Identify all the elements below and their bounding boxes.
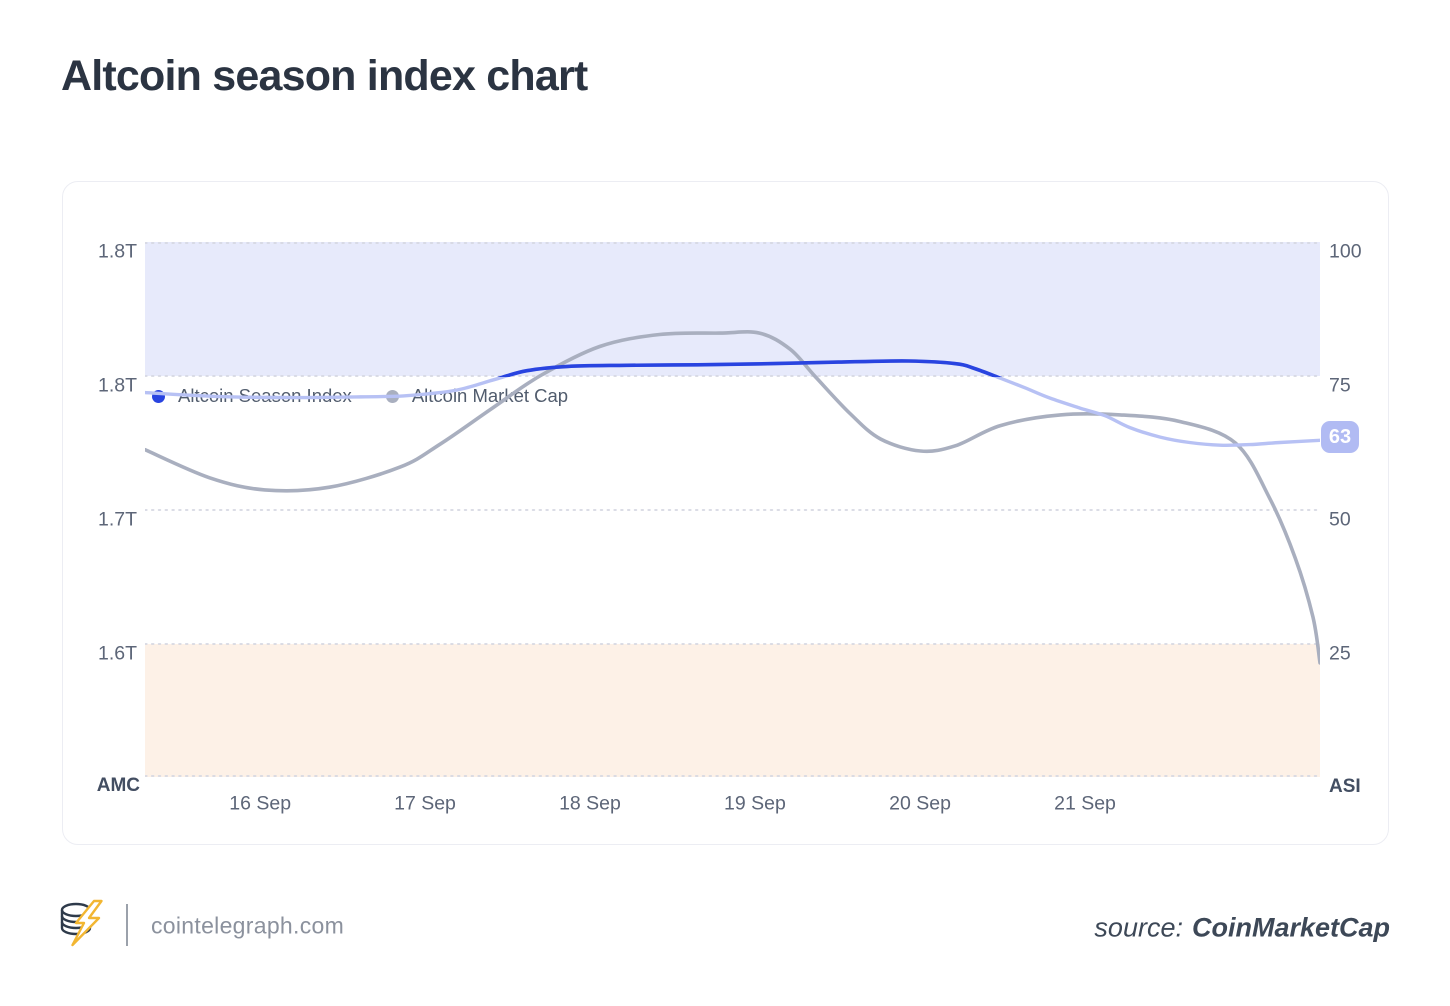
altcoin-season-index-line-active xyxy=(496,359,1003,377)
y-axis-left-tick: 1.7T xyxy=(97,508,137,531)
altcoin-season-band xyxy=(145,242,1320,376)
altcoin-market-cap-line xyxy=(143,330,1322,665)
lightning-bolt-icon xyxy=(71,899,103,947)
bitcoin-season-band xyxy=(145,644,1320,777)
brand-text: cointelegraph.com xyxy=(151,912,345,939)
x-axis-tick: 20 Sep xyxy=(889,792,951,815)
x-axis-tick: 21 Sep xyxy=(1054,792,1116,815)
page-title: Altcoin season index chart xyxy=(61,52,588,100)
cointelegraph-logo xyxy=(60,899,103,947)
y-axis-right-tick: 100 xyxy=(1329,240,1362,263)
x-axis-tick: 18 Sep xyxy=(559,792,621,815)
y-axis-left-tick: 1.8T xyxy=(97,240,137,263)
y-axis-left-tick: 1.8T xyxy=(97,374,137,397)
current-value-badge: 63 xyxy=(1321,421,1359,453)
source-prefix-text: source: xyxy=(1094,912,1183,943)
y-axis-left-tick: 1.6T xyxy=(97,642,137,665)
y-axis-right-tick: 75 xyxy=(1329,374,1351,397)
axis-label-asi: ASI xyxy=(1329,776,1361,797)
footer-divider xyxy=(126,904,128,946)
source-name-text: CoinMarketCap xyxy=(1191,912,1390,943)
plot-svg xyxy=(143,242,1322,777)
y-axis-right-tick: 50 xyxy=(1329,508,1351,531)
axis-label-amc: AMC xyxy=(96,775,140,796)
source-credit: source: CoinMarketCap xyxy=(1094,913,1390,944)
x-axis-tick: 16 Sep xyxy=(229,792,292,815)
x-axis-tick: 17 Sep xyxy=(394,792,456,815)
x-axis-tick: 19 Sep xyxy=(724,792,786,815)
y-axis-right-tick: 25 xyxy=(1329,642,1351,665)
legend-label: Altcoin Season Index xyxy=(178,385,352,406)
plot-area xyxy=(143,242,1322,777)
